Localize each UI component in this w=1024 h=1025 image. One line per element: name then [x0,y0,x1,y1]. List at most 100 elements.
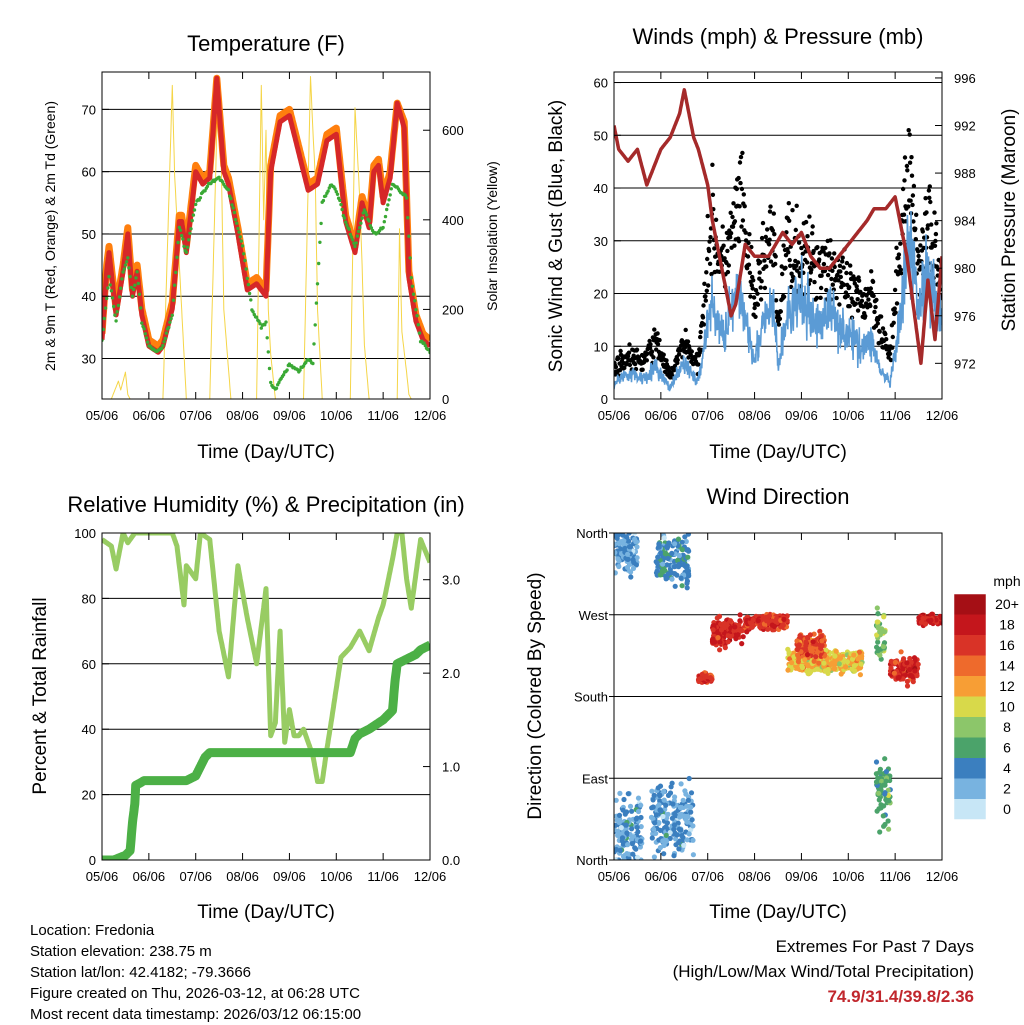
gust-point [856,275,861,280]
gust-point [795,260,801,265]
dewpoint-point [230,203,234,207]
direction-point [807,670,813,676]
direction-point [922,621,929,627]
y-tick-label: West [579,608,609,623]
gust-point [738,180,743,186]
y2-tick-label: 600 [442,123,464,138]
gust-point [898,267,903,272]
direction-point [819,638,825,644]
direction-point [614,541,618,547]
direction-point [685,554,691,560]
gust-point [626,350,632,355]
gust-point [898,241,903,246]
direction-point [625,556,631,562]
direction-point [900,676,906,682]
dewpoint-point [349,235,354,239]
gust-point [726,263,731,268]
gust-point [855,308,861,313]
direction-point [748,620,754,626]
direction-point [849,656,856,662]
station-latlon: Station lat/lon: 42.4182; -79.3666 [30,964,252,981]
dewpoint-point [334,190,338,194]
gust-point [892,287,898,293]
y-tick-label: 100 [74,526,96,541]
colorbar-label: 10 [999,699,1015,715]
gust-point [858,289,863,295]
direction-point [915,661,921,667]
direction-point [808,646,814,652]
dewpoint-point [249,298,253,302]
dewpoint-point [119,286,123,290]
gust-point [934,221,939,226]
direction-point [857,672,864,678]
dewpoint-point [312,342,316,346]
y2-tick-label: 400 [442,213,464,228]
direction-point [620,853,627,860]
direction-point [828,661,834,668]
direction-point [757,624,763,630]
x-tick-label: 08/06 [738,869,771,884]
dewpoint-point [160,346,164,351]
x-tick-label: 07/06 [179,408,212,423]
gust-point [868,286,873,291]
dewpoint-point [177,225,181,230]
winds-y2-label: Station Pressure (Maroon) [999,109,1020,332]
winds-title: Winds (mph) & Pressure (mb) [633,24,924,49]
temperature-plot-frame [101,71,431,400]
gust-point [829,276,834,282]
dewpoint-point [406,216,410,220]
dewpoint-point [237,230,241,234]
direction-point [769,618,776,624]
gust-point [783,265,788,270]
gust-point [794,203,799,208]
gust-point [855,297,860,302]
direction-point [780,622,787,628]
direction-point [634,544,640,550]
gust-point [652,327,657,332]
direction-point [675,536,682,542]
direction-point [661,851,667,857]
gust-point [918,243,923,248]
colorbar-swatch [954,696,986,717]
gust-point [725,248,730,254]
gust-point [706,248,712,254]
gust-point [787,257,792,263]
dewpoint-point [171,298,176,302]
direction-point [677,804,684,811]
y2-tick-label: 200 [442,302,464,317]
direction-point [657,572,664,578]
gust-point [913,237,918,242]
direction-point [665,811,671,817]
gust-point [634,347,640,352]
dewpoint-point [353,244,357,249]
direction-point [785,667,791,673]
y-tick-label: East [582,771,608,786]
colorbar-label: 12 [999,678,1015,694]
direction-point [904,660,910,666]
gust-point [866,297,871,302]
direction-point [683,538,689,545]
x-tick-label: 10/06 [832,408,865,423]
direction-point [795,645,801,651]
dewpoint-point [269,380,273,385]
direction-point [635,829,641,835]
gust-point [748,294,753,299]
direction-point [838,671,844,677]
dewpoint-point [120,277,124,281]
direction-point [875,611,881,617]
gust-point [861,304,866,309]
temperature-title: Temperature (F) [187,31,345,56]
gust-point [902,155,908,160]
gust-point [824,287,829,293]
direction-point [617,847,623,854]
direction-point [849,666,855,672]
gust-point [747,270,753,275]
dewpoint-point [407,234,411,238]
y-tick-label: 60 [82,657,96,672]
gust-point [843,290,849,295]
gust-point [776,322,782,327]
dewpoint-point [231,206,235,210]
dewpoint-point [360,216,364,220]
dewpoint-point [254,315,259,319]
direction-point [789,660,795,666]
